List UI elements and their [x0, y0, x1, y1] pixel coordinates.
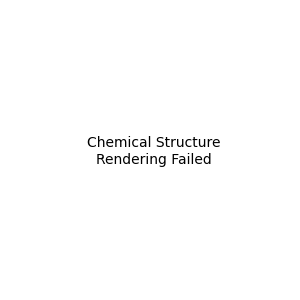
- Text: Chemical Structure
Rendering Failed: Chemical Structure Rendering Failed: [87, 136, 220, 166]
